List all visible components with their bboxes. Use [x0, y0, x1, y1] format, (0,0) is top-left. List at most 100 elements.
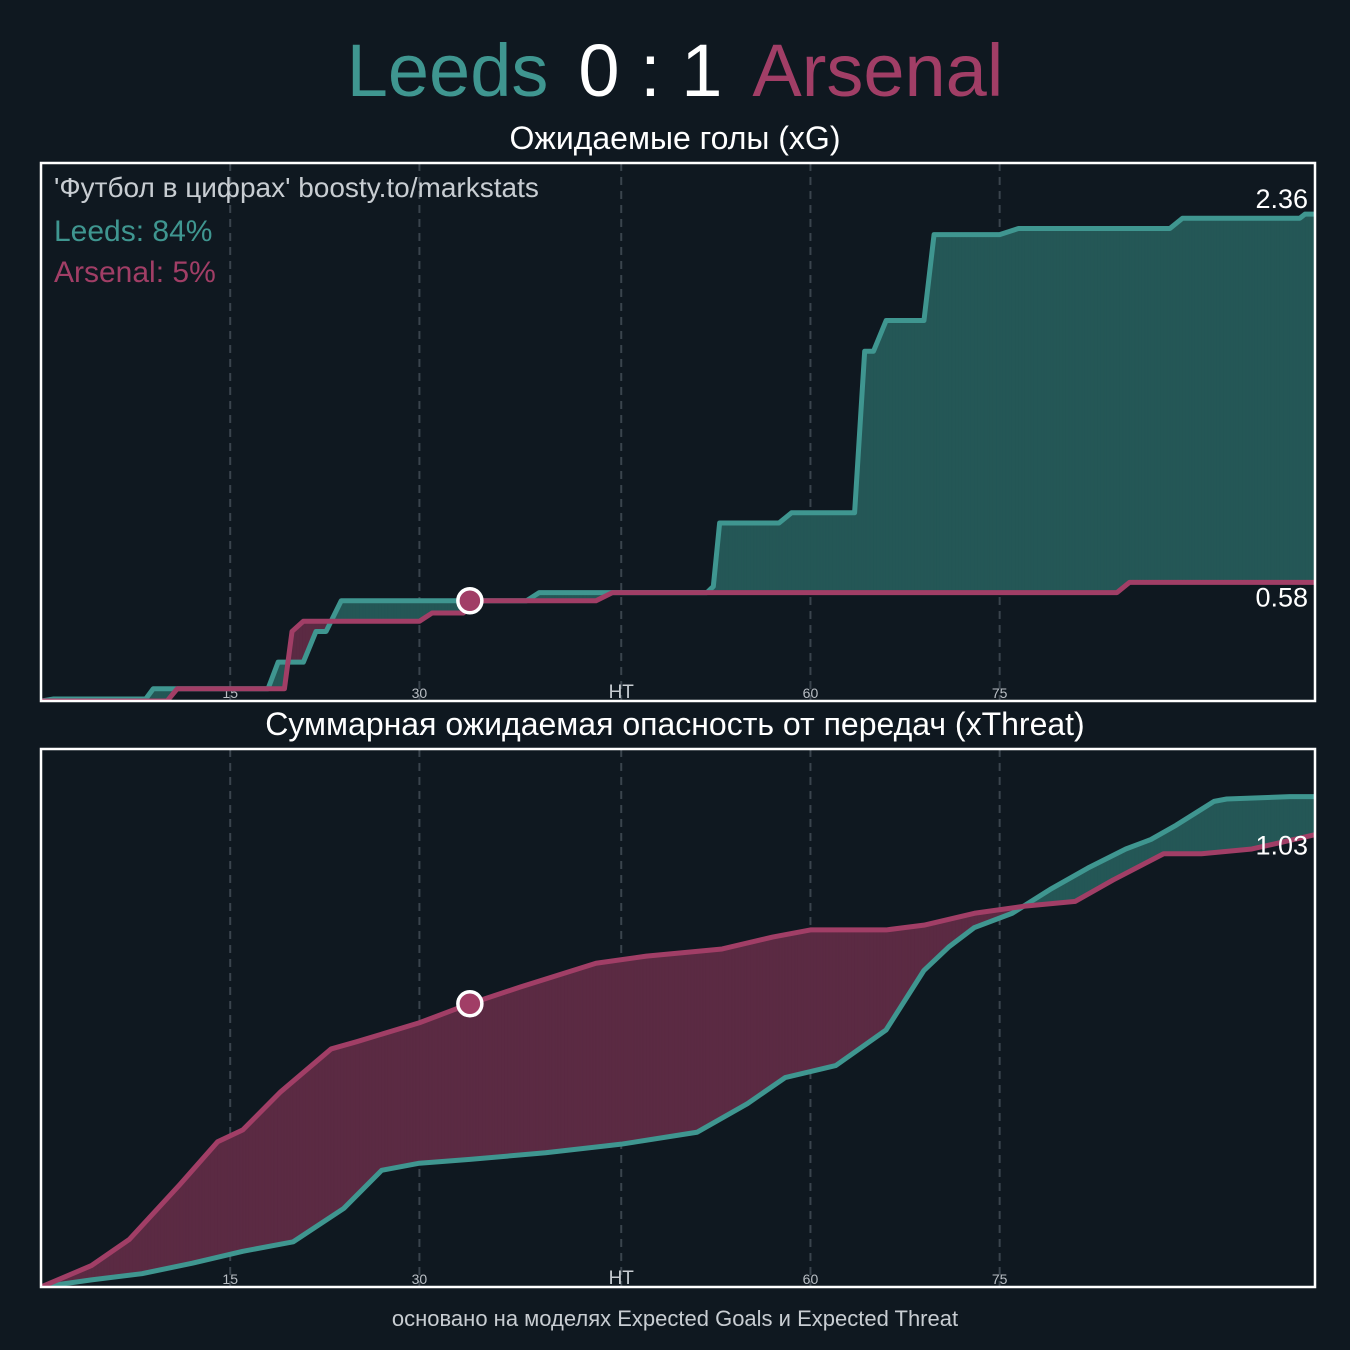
xthreat-area-segment	[286, 1082, 291, 1244]
xthreat-area-segment	[1229, 798, 1234, 852]
xg-area-segment	[797, 512, 802, 593]
xthreat-area-segment	[762, 938, 767, 1094]
xthreat-area-segment	[204, 1151, 209, 1261]
xg-area-segment	[1267, 217, 1272, 583]
xg-area-segment	[772, 522, 777, 593]
xg-tick-label: HT	[609, 682, 635, 703]
xthreat-area-segment	[696, 950, 701, 1133]
xthreat-area-segment	[447, 1010, 452, 1162]
match-score: 0 : 1	[578, 29, 723, 112]
xg-area-segment	[1037, 228, 1042, 593]
xthreat-area-segment	[781, 934, 786, 1081]
xthreat-plot-frame	[39, 747, 1317, 1289]
xthreat-area-segment	[538, 979, 543, 1154]
xthreat-area-segment	[1213, 800, 1218, 853]
xg-area-segment	[756, 522, 761, 593]
xg-area-segment	[882, 320, 887, 593]
xthreat-area-segment	[516, 986, 521, 1156]
xg-area-segment	[1021, 228, 1026, 593]
xthreat-area-segment	[289, 1080, 294, 1243]
xg-area-segment	[728, 522, 733, 593]
xthreat-area-segment	[746, 941, 751, 1105]
xg-area-segment	[1163, 228, 1168, 583]
xthreat-area-segment	[923, 923, 928, 972]
xthreat-area-segment	[857, 929, 862, 1051]
xg-area-segment	[958, 234, 963, 593]
xg-area-segment	[415, 600, 420, 622]
xthreat-area-segment	[497, 992, 502, 1158]
xg-area-segment	[1156, 228, 1161, 583]
xg-area-segment	[1141, 228, 1146, 583]
xthreat-area-segment	[649, 955, 654, 1141]
xthreat-area-segment	[844, 929, 849, 1060]
xthreat-area-segment	[775, 935, 780, 1085]
xthreat-area-segment	[1194, 810, 1199, 855]
xthreat-area-segment	[431, 1016, 436, 1163]
xg-area-segment	[955, 234, 960, 593]
xg-area-segment	[986, 234, 991, 593]
xg-area-segment	[1081, 228, 1086, 593]
xthreat-area-segment	[396, 1027, 401, 1168]
xg-area-segment	[794, 512, 799, 593]
xg-area-segment	[964, 234, 969, 593]
xthreat-area-segment	[343, 1043, 348, 1210]
xg-area-segment	[948, 234, 953, 593]
xthreat-area-segment	[463, 1004, 468, 1161]
xg-area-segment	[778, 519, 783, 593]
xg-series-line-leeds	[41, 211, 1315, 701]
xthreat-area-segment	[229, 1133, 234, 1255]
xg-area-segment	[907, 320, 912, 593]
xg-area-segment	[917, 320, 922, 593]
xg-area-segment	[1119, 228, 1124, 592]
xthreat-area-segment	[652, 954, 657, 1140]
xthreat-area-segment	[434, 1015, 439, 1163]
xg-area-segment	[1188, 217, 1193, 583]
xg-watermark-text: 'Футбол в цифрах' boosty.to/markstats	[54, 172, 539, 203]
xthreat-area-segment	[378, 1033, 382, 1175]
xthreat-area-segment	[267, 1100, 272, 1248]
xthreat-area-segment	[425, 1018, 430, 1164]
xthreat-area-segment	[173, 1187, 177, 1268]
xg-area-segment	[1138, 228, 1142, 583]
xthreat-area-segment	[384, 1031, 389, 1171]
xthreat-series-line-leeds	[41, 794, 1315, 1287]
xthreat-area-segment	[176, 1183, 181, 1267]
xthreat-area-segment	[904, 926, 909, 1002]
xg-area-segment	[885, 320, 890, 593]
xg-area-segment	[1011, 228, 1016, 593]
xg-area-segment	[1197, 217, 1202, 583]
xthreat-area-segment	[1235, 798, 1240, 851]
xthreat-area-segment	[573, 968, 578, 1150]
xg-area-segment	[901, 320, 906, 593]
xg-area-segment	[1131, 228, 1136, 583]
xthreat-goal-marker	[456, 989, 484, 1018]
xthreat-area-segment	[854, 929, 859, 1053]
xg-area-segment	[1062, 228, 1067, 593]
xthreat-area-segment	[1179, 820, 1183, 855]
xthreat-area-segment	[863, 929, 868, 1047]
xg-area-segment	[1024, 228, 1029, 593]
xg-area-segment	[1109, 228, 1114, 593]
xg-area-segment	[1257, 217, 1262, 583]
xg-area-segment	[929, 239, 934, 593]
away-team-name: Arsenal	[752, 29, 1004, 112]
xthreat-area-segment	[507, 989, 512, 1157]
xthreat-area-segment	[794, 931, 799, 1076]
xthreat-area-segment	[400, 1026, 405, 1168]
xthreat-area-segment	[557, 973, 562, 1152]
xthreat-area-segment	[895, 927, 900, 1017]
xg-area-segment	[1147, 228, 1152, 583]
xg-area-segment	[1008, 229, 1013, 593]
xthreat-area-segment	[1197, 808, 1202, 855]
xg-end-value-label: 2.36	[1255, 184, 1308, 214]
xg-area-segment	[724, 522, 729, 593]
xthreat-area-segment	[608, 960, 613, 1147]
xthreat-area-segment	[825, 929, 830, 1069]
xg-area-segment	[920, 320, 925, 593]
xg-area-segment	[781, 517, 786, 593]
xthreat-area-segment	[806, 929, 811, 1073]
xthreat-area-segment	[545, 977, 550, 1154]
xthreat-area-segment	[605, 961, 610, 1147]
xthreat-series-line-arsenal	[41, 832, 1315, 1287]
xg-area-segment	[1103, 228, 1108, 593]
